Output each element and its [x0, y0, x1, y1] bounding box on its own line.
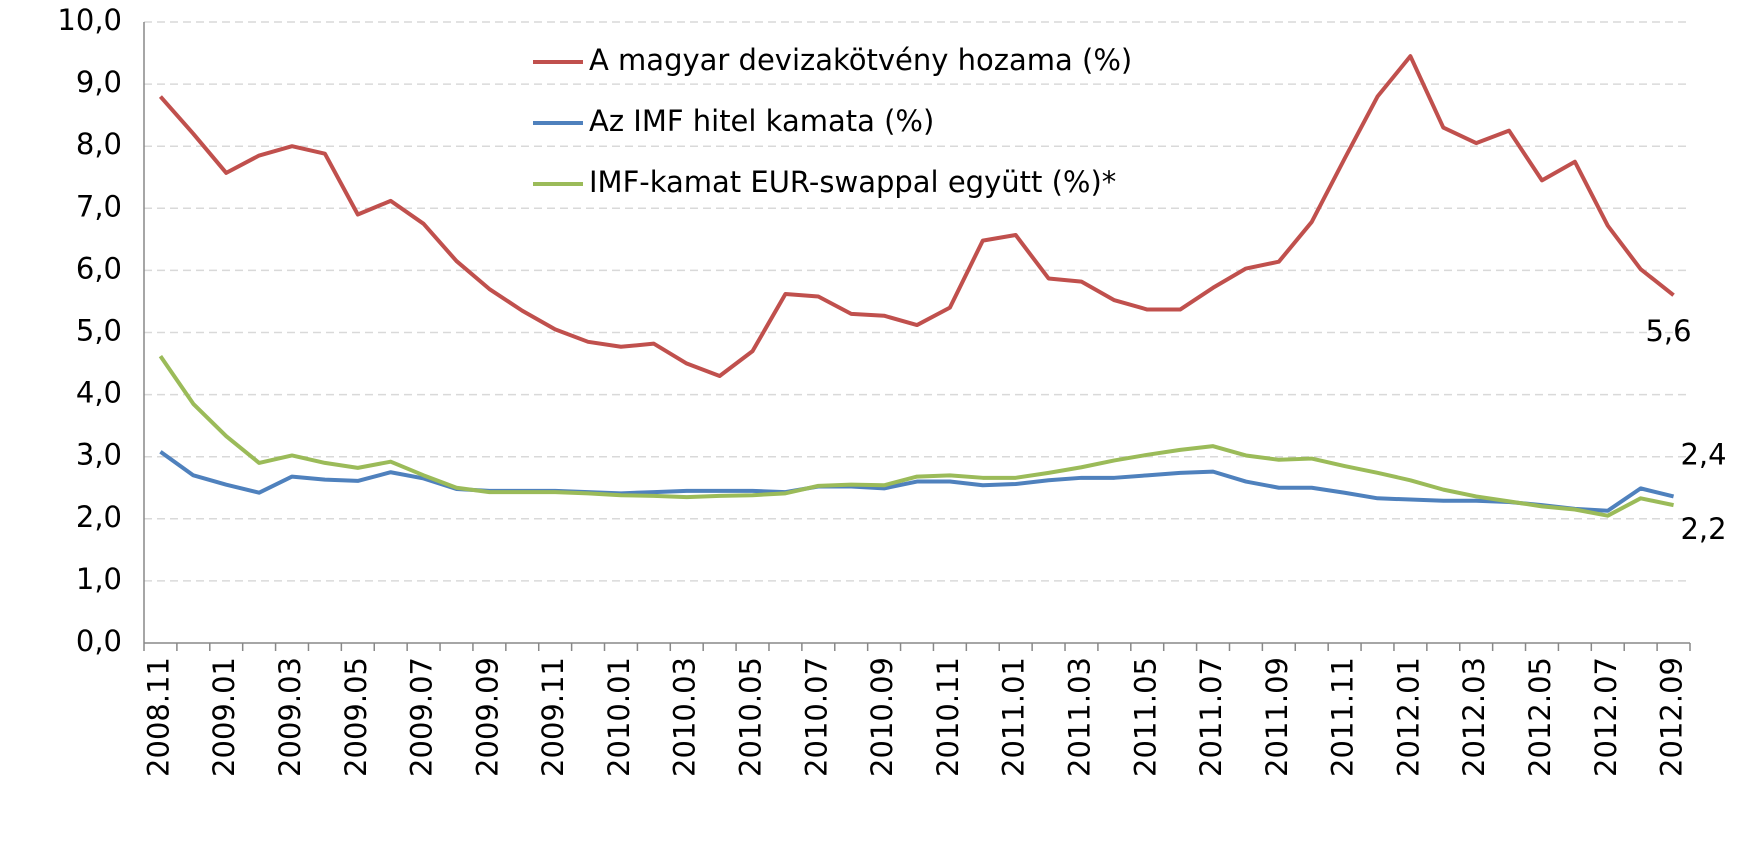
x-tick-label: 2010.03	[668, 657, 702, 777]
y-tick-label: 1,0	[76, 562, 122, 596]
x-tick-label: 2009.01	[207, 657, 241, 777]
x-tick-label: 2011.05	[1128, 657, 1162, 777]
y-tick-label: 10,0	[57, 3, 122, 37]
y-tick-label: 7,0	[76, 189, 122, 223]
series-line	[158, 354, 1674, 518]
x-tick-label: 2010.07	[799, 657, 833, 777]
series-line	[159, 450, 1675, 513]
x-tick-label: 2009.07	[405, 657, 439, 777]
y-tick-label: 6,0	[76, 251, 122, 285]
y-tick-label: 2,0	[76, 500, 122, 534]
x-tick-label: 2010.01	[602, 657, 636, 777]
y-tick-label: 4,0	[76, 376, 122, 410]
x-tick-label: 2012.09	[1655, 657, 1689, 777]
x-tick-label: 2011.11	[1326, 657, 1360, 777]
x-tick-label: 2012.05	[1523, 657, 1557, 777]
x-tick-label: 2009.09	[470, 657, 504, 777]
x-tick-label: 2009.11	[536, 657, 570, 777]
x-tick-label: 2011.01	[997, 657, 1031, 777]
x-tick-label: 2010.05	[734, 657, 768, 777]
data-label: 2,4	[1680, 437, 1726, 471]
series-line	[158, 54, 1675, 378]
legend-label: A magyar devizakötvény hozama (%)	[589, 43, 1132, 77]
x-tick-label: 2009.03	[273, 657, 307, 777]
x-tick-label: 2009.05	[339, 657, 373, 777]
x-tick-label: 2008.11	[141, 657, 175, 777]
x-tick-label: 2010.09	[865, 657, 899, 777]
data-label: 2,2	[1680, 512, 1726, 546]
x-tick-label: 2011.09	[1260, 657, 1294, 777]
legend-label: IMF-kamat EUR-swappal együtt (%)*	[589, 165, 1116, 199]
data-label: 5,6	[1645, 314, 1691, 348]
y-tick-label: 9,0	[76, 65, 122, 99]
x-tick-label: 2010.11	[931, 657, 965, 777]
y-tick-label: 3,0	[76, 438, 122, 472]
x-tick-label: 2011.07	[1194, 657, 1228, 777]
x-tick-label: 2012.07	[1589, 657, 1623, 777]
y-tick-label: 5,0	[76, 314, 122, 348]
y-tick-label: 8,0	[76, 127, 122, 161]
x-tick-label: 2012.03	[1457, 657, 1491, 777]
legend-label: Az IMF hitel kamata (%)	[589, 104, 934, 138]
y-tick-label: 0,0	[76, 624, 122, 658]
x-tick-label: 2012.01	[1391, 657, 1425, 777]
x-tick-label: 2011.03	[1062, 657, 1096, 777]
